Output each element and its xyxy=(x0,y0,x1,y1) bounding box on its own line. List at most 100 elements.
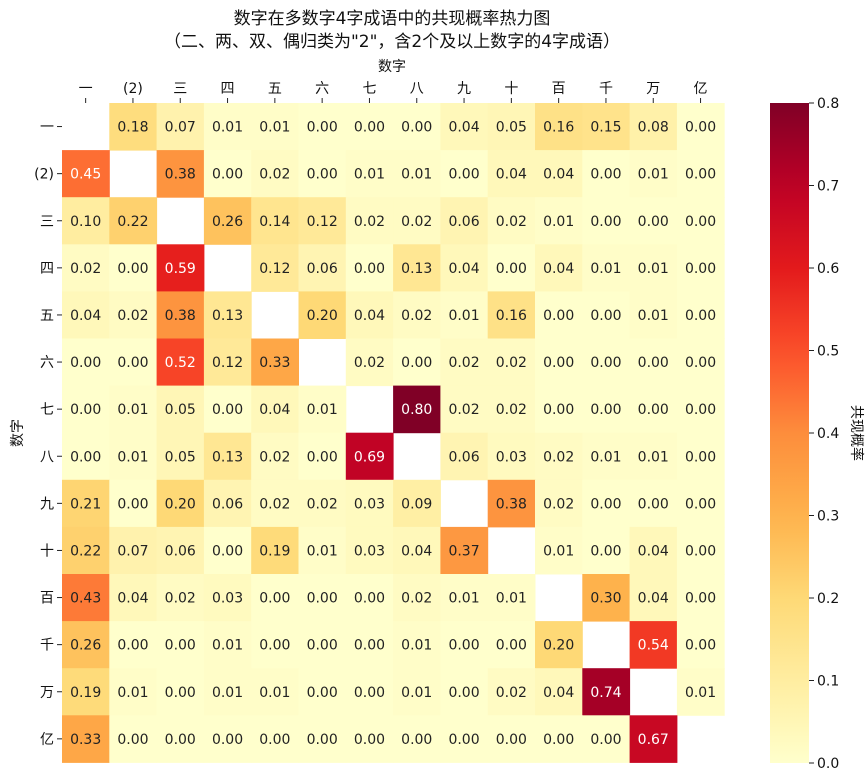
cell-value-label: 0.00 xyxy=(401,732,432,748)
cell-value-label: 0.02 xyxy=(401,591,432,607)
cell-value-label: 0.00 xyxy=(496,732,527,748)
cell-value-label: 0.14 xyxy=(259,214,290,230)
cell-value-label: 0.10 xyxy=(70,214,101,230)
cell-value-label: 0.00 xyxy=(590,355,621,371)
heatmap-cell xyxy=(251,103,299,151)
cell-value-label: 0.00 xyxy=(685,402,716,418)
heatmap-cell xyxy=(62,432,110,481)
cell-value-label: 0.00 xyxy=(70,449,101,465)
heatmap-cell xyxy=(582,385,631,434)
cell-value-label: 0.15 xyxy=(590,120,621,136)
heatmap-cell xyxy=(298,244,347,292)
cell-value-label: 0.01 xyxy=(638,449,669,465)
heatmap-cell xyxy=(440,150,489,198)
cell-value-label: 0.00 xyxy=(307,167,338,183)
heatmap-cell xyxy=(109,574,158,622)
heatmap-cell xyxy=(203,150,252,198)
cell-value-label: 0.06 xyxy=(165,543,196,559)
cell-value-label: 0.01 xyxy=(448,308,479,324)
heatmap-cell xyxy=(345,150,394,198)
heatmap-cell xyxy=(676,197,725,245)
heatmap-cell xyxy=(535,715,583,763)
heatmap-cell xyxy=(156,526,205,575)
heatmap-cell xyxy=(676,244,725,292)
heatmap-cell xyxy=(393,244,441,292)
heatmap-cell xyxy=(298,479,347,528)
cell-value-label: 0.33 xyxy=(259,355,290,371)
heatmap-cell xyxy=(345,574,394,622)
cell-value-label: 0.01 xyxy=(448,591,479,607)
heatmap-cell xyxy=(298,432,347,481)
cell-value-label: 0.00 xyxy=(354,591,385,607)
heatmap-cell xyxy=(440,338,489,387)
heatmap-cell xyxy=(251,479,299,528)
heatmap-cell xyxy=(676,291,725,339)
heatmap-cell xyxy=(62,574,110,622)
heatmap-cell xyxy=(393,291,441,339)
cell-value-label: 0.00 xyxy=(354,638,385,654)
heatmap-cell xyxy=(629,150,678,198)
heatmap-cell xyxy=(629,479,678,528)
cell-value-label: 0.02 xyxy=(259,449,290,465)
heatmap-cell xyxy=(156,385,205,434)
heatmap-cell xyxy=(62,668,110,716)
heatmap-cell xyxy=(345,103,394,151)
cell-value-label: 0.02 xyxy=(543,496,574,512)
heatmap-cell xyxy=(440,715,489,763)
cell-value-label: 0.00 xyxy=(70,355,101,371)
heatmap-cell xyxy=(156,668,205,716)
heatmap-cell xyxy=(251,197,299,245)
cell-value-label: 0.00 xyxy=(638,355,669,371)
heatmap-cell xyxy=(582,479,631,528)
cell-value-label: 0.04 xyxy=(117,591,148,607)
cell-value-label: 0.02 xyxy=(307,496,338,512)
cell-value-label: 0.00 xyxy=(685,167,716,183)
cell-value-label: 0.00 xyxy=(117,732,148,748)
heatmap-cell xyxy=(629,385,678,434)
cell-value-label: 0.01 xyxy=(543,214,574,230)
cell-value-label: 0.01 xyxy=(590,449,621,465)
heatmap-cell xyxy=(676,668,725,716)
y-tick-label: 六 xyxy=(40,355,54,371)
cell-value-label: 0.00 xyxy=(354,732,385,748)
cell-value-label: 0.00 xyxy=(259,638,290,654)
cell-value-label: 0.26 xyxy=(212,214,243,230)
heatmap-cell xyxy=(251,526,299,575)
cell-value-label: 0.21 xyxy=(70,496,101,512)
cell-value-label: 0.00 xyxy=(543,308,574,324)
cell-value-label: 0.01 xyxy=(117,449,148,465)
heatmap-cell xyxy=(203,715,252,763)
x-tick-label: 四 xyxy=(221,81,235,97)
heatmap-cell xyxy=(203,526,252,575)
heatmap-cell xyxy=(629,621,678,669)
heatmap-cells: 0.18 0.07 0.01 0.01 0.00 0.00 0.00 0.04 0.05 0.16… xyxy=(62,103,725,763)
cell-value-label: 0.00 xyxy=(685,261,716,277)
cell-value-label: 0.00 xyxy=(638,496,669,512)
heatmap-cell xyxy=(203,574,252,622)
cell-value-label: 0.00 xyxy=(70,402,101,418)
y-tick-label: 八 xyxy=(40,449,54,465)
cell-value-label: 0.04 xyxy=(638,543,669,559)
cell-value-label: 0.04 xyxy=(543,685,574,701)
heatmap-cell xyxy=(62,479,110,528)
heatmap-cell xyxy=(582,150,631,198)
y-tick-label: 一 xyxy=(40,120,54,136)
cell-value-label: 0.00 xyxy=(638,402,669,418)
cell-value-label: 0.00 xyxy=(448,685,479,701)
heatmap-cell xyxy=(629,432,678,481)
cell-value-label: 0.01 xyxy=(685,685,716,701)
heatmap-cell xyxy=(251,244,299,292)
cell-value-label: 0.01 xyxy=(117,402,148,418)
colorbar-tick-label: 0.8 xyxy=(817,96,839,112)
y-tick-label: 万 xyxy=(40,685,54,701)
heatmap-cell xyxy=(676,621,725,669)
heatmap-cell xyxy=(298,574,347,622)
heatmap-cell xyxy=(535,479,583,528)
cell-value-label: 0.12 xyxy=(212,355,243,371)
heatmap-cell xyxy=(109,526,158,575)
heatmap-cell xyxy=(203,103,252,151)
cell-value-label: 0.13 xyxy=(401,261,432,277)
cell-value-label: 0.00 xyxy=(496,638,527,654)
cell-value-label: 0.38 xyxy=(496,496,527,512)
heatmap-cell xyxy=(298,197,347,245)
